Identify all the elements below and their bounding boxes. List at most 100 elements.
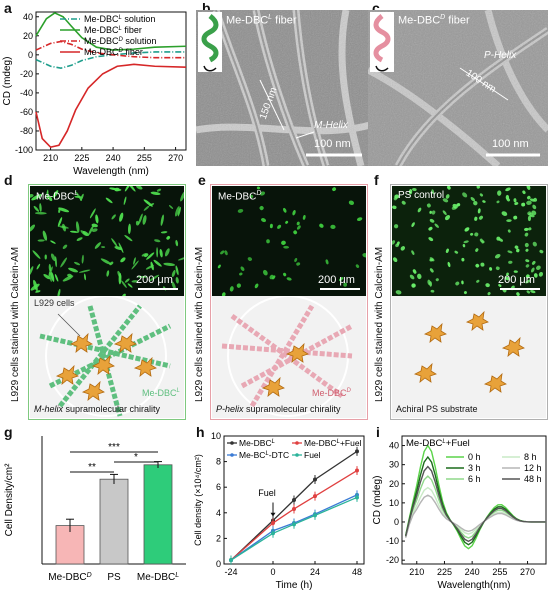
- ytick-label-i-6: 40: [389, 441, 399, 451]
- cell-dot: [32, 250, 41, 259]
- cell-dot: [428, 226, 433, 231]
- cell-dot: [80, 230, 88, 236]
- cell-dot: [296, 262, 301, 266]
- panel-frame-e: [210, 184, 368, 420]
- cell-dot: [426, 203, 431, 208]
- cell-dot: [171, 269, 176, 278]
- cell-dot: [33, 279, 38, 292]
- cell-dot: [37, 239, 45, 242]
- scale-label-e: 200 μm: [318, 274, 355, 286]
- cell-dot: [261, 218, 267, 223]
- cell-dot: [75, 221, 80, 233]
- cell-dot: [525, 279, 531, 284]
- cell-dot: [434, 223, 439, 228]
- panel-label-a: a: [4, 0, 12, 16]
- sample-label-f: PS control: [398, 190, 445, 201]
- helix-label-b: M-Helix: [314, 120, 348, 131]
- legend-label-i-0: 0 h: [468, 452, 481, 462]
- cell-dot: [121, 280, 127, 288]
- cell-dot: [480, 262, 485, 267]
- panel-label-i: i: [376, 424, 380, 440]
- panel-label-h: h: [196, 424, 205, 440]
- cell-dot: [411, 250, 415, 255]
- cell-dot: [119, 212, 124, 222]
- cell-dot: [224, 250, 228, 256]
- sample-label-e: Me-DBCD: [218, 190, 262, 203]
- cell-dot: [435, 278, 439, 282]
- ytick-label-i-0: -20: [386, 555, 399, 565]
- cell-dot: [124, 235, 133, 242]
- cell-dot: [293, 230, 298, 235]
- cell-dot: [526, 186, 531, 190]
- cell-dot: [356, 217, 363, 221]
- cell-dot: [530, 267, 535, 273]
- cell-dot: [531, 210, 537, 216]
- xtick-label-i-3: 255: [492, 567, 507, 577]
- cell-dot: [163, 262, 176, 267]
- ytick-label-h-3: 6: [216, 482, 221, 492]
- scale-label-f: 200 μm: [498, 274, 535, 286]
- cell-dot: [474, 232, 479, 237]
- cell-dot: [262, 269, 268, 276]
- tem-fibers-c: [368, 10, 548, 166]
- cell-dot: [68, 267, 79, 273]
- cell-dot: [392, 240, 396, 245]
- cell-dot: [30, 194, 34, 198]
- cell-dot: [35, 290, 41, 293]
- cell-dot: [138, 213, 143, 225]
- cell-dot: [296, 221, 300, 226]
- cell-dot: [175, 265, 179, 276]
- cell-dot: [442, 198, 449, 203]
- plot-frame-h: [223, 435, 365, 565]
- cell-dot: [355, 264, 360, 268]
- cell-dot: [521, 202, 526, 207]
- legend-label-a-0: Me-DBCL solution: [84, 14, 155, 24]
- panel-label-b: b: [202, 0, 211, 16]
- cell-dot: [111, 238, 118, 247]
- legend-label-h-3: Fuel: [304, 450, 321, 460]
- cell-dot: [476, 279, 480, 283]
- cell-dot: [325, 259, 329, 265]
- cell-dot: [50, 272, 55, 282]
- cell-dot: [463, 291, 467, 295]
- cell-dot: [470, 232, 474, 236]
- cell-dot: [516, 248, 520, 253]
- cell-dot: [528, 227, 532, 231]
- panel-label-d: d: [4, 172, 13, 188]
- scale-bar-f: [500, 288, 540, 290]
- cell-dot: [506, 219, 512, 222]
- cell-dot: [171, 281, 176, 290]
- cell-dot: [52, 190, 59, 198]
- series-line-a-1: [35, 12, 187, 51]
- xtick-label-a-4: 270: [168, 153, 183, 163]
- legend-label-i-1: 3 h: [468, 463, 481, 473]
- cell-dot: [513, 270, 518, 273]
- cell-dot: [150, 191, 161, 196]
- cell-dot: [128, 223, 131, 235]
- cell-dot: [256, 186, 261, 190]
- cell-dot: [149, 203, 155, 206]
- cell-dot: [81, 254, 84, 264]
- cell-dot: [95, 214, 99, 224]
- cell-dot: [411, 222, 415, 228]
- panel-frame-f: [390, 184, 548, 420]
- tem-fibers-b: [196, 10, 370, 166]
- cell-dot: [76, 237, 83, 241]
- cell-dot: [221, 292, 226, 296]
- cell-dot: [454, 250, 459, 254]
- schematic-f: Achiral PS substrate: [392, 296, 546, 418]
- cell-dot: [445, 248, 449, 254]
- legend-marker-h-0: [230, 441, 234, 445]
- cell-dot: [60, 257, 68, 268]
- xtick-label-h-3: 48: [352, 567, 362, 577]
- cell-dot: [429, 210, 432, 214]
- xtick-label-a-2: 240: [106, 153, 121, 163]
- cell-dot: [42, 230, 48, 241]
- xtick-label-i-0: 210: [409, 567, 424, 577]
- cell-dot: [240, 266, 245, 272]
- ytick-label-h-0: 0: [216, 559, 221, 569]
- cell-dot: [501, 211, 508, 216]
- cell-dot: [106, 270, 110, 277]
- cell-dot: [394, 194, 400, 199]
- cell-dot: [127, 186, 136, 192]
